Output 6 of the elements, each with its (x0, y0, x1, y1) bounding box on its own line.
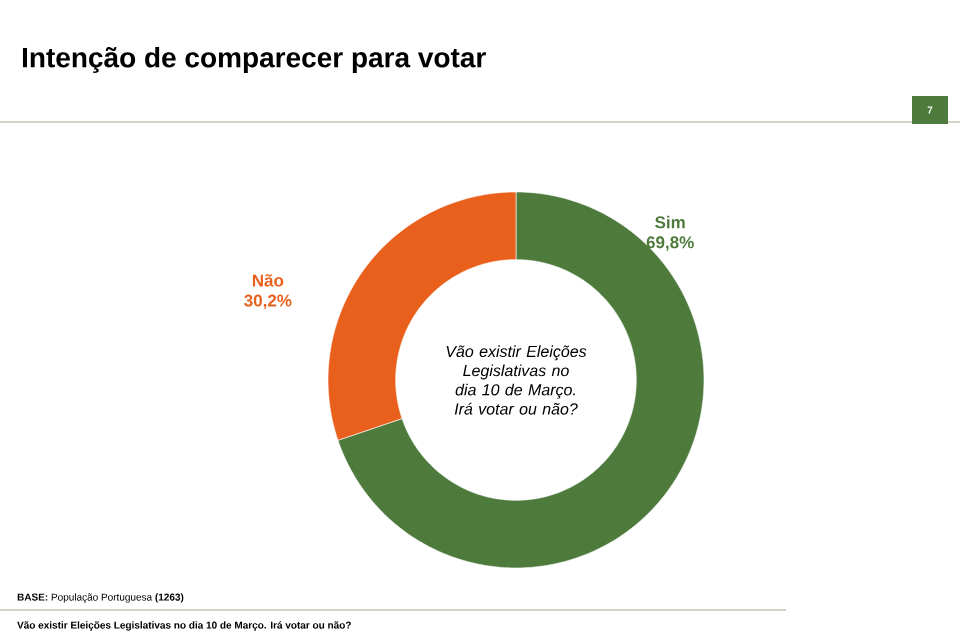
data-label: 69,8% (646, 236, 694, 251)
text: Vão existir Eleições Legislativas no dia 10 de Março. Irá votar ou não? (446, 345, 587, 415)
data-label: 30,2% (244, 294, 292, 310)
chart-title: Intenção de comparecer para votar (22, 46, 486, 74)
slice-label: Sim (655, 215, 685, 229)
slice-label: Não (252, 274, 284, 287)
